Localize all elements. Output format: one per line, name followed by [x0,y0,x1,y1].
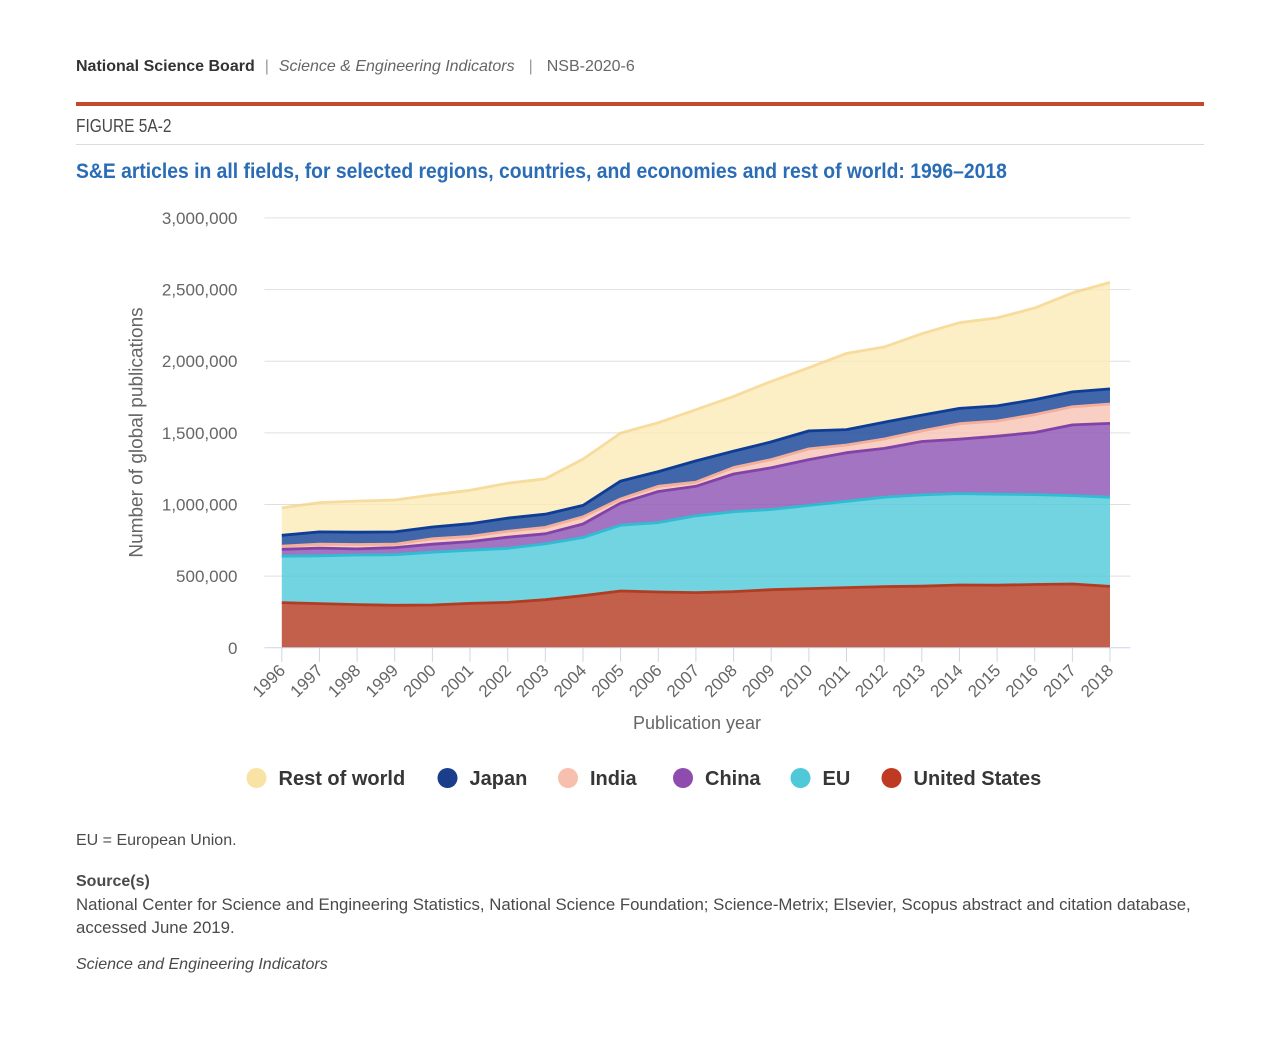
svg-text:2013: 2013 [889,661,929,701]
svg-text:EU: EU [823,768,851,790]
svg-text:2003: 2003 [512,661,552,701]
svg-text:2010: 2010 [776,661,816,701]
svg-text:1,500,000: 1,500,000 [162,424,238,443]
svg-text:2001: 2001 [437,661,477,701]
svg-text:2016: 2016 [1002,661,1042,701]
svg-text:2015: 2015 [964,661,1004,701]
svg-text:2006: 2006 [625,661,665,701]
svg-text:0: 0 [228,639,237,658]
svg-text:2007: 2007 [663,661,703,701]
svg-text:2018: 2018 [1077,661,1117,701]
svg-text:2,500,000: 2,500,000 [162,281,238,300]
svg-text:2017: 2017 [1040,661,1080,701]
svg-text:Rest of world: Rest of world [279,768,406,790]
svg-text:Japan: Japan [470,768,528,790]
svg-text:Number of global publications: Number of global publications [127,307,148,557]
svg-text:2000: 2000 [400,661,440,701]
svg-text:2004: 2004 [550,661,590,701]
svg-text:Publication year: Publication year [633,713,761,733]
svg-text:China: China [705,768,761,790]
svg-text:2005: 2005 [588,661,628,701]
svg-text:500,000: 500,000 [176,567,237,586]
svg-text:1996: 1996 [249,661,289,701]
svg-text:2,000,000: 2,000,000 [162,352,238,371]
svg-text:2012: 2012 [851,661,891,701]
svg-text:2009: 2009 [738,661,778,701]
svg-text:3,000,000: 3,000,000 [162,209,238,228]
svg-text:India: India [590,768,638,790]
svg-text:1998: 1998 [324,661,364,701]
svg-text:2014: 2014 [927,661,967,701]
svg-text:2011: 2011 [815,661,854,700]
svg-text:1999: 1999 [362,661,402,701]
svg-text:1997: 1997 [287,661,327,701]
svg-text:1,000,000: 1,000,000 [162,496,238,515]
svg-text:2008: 2008 [701,661,741,701]
svg-text:2002: 2002 [475,661,515,701]
svg-text:United States: United States [914,768,1042,790]
